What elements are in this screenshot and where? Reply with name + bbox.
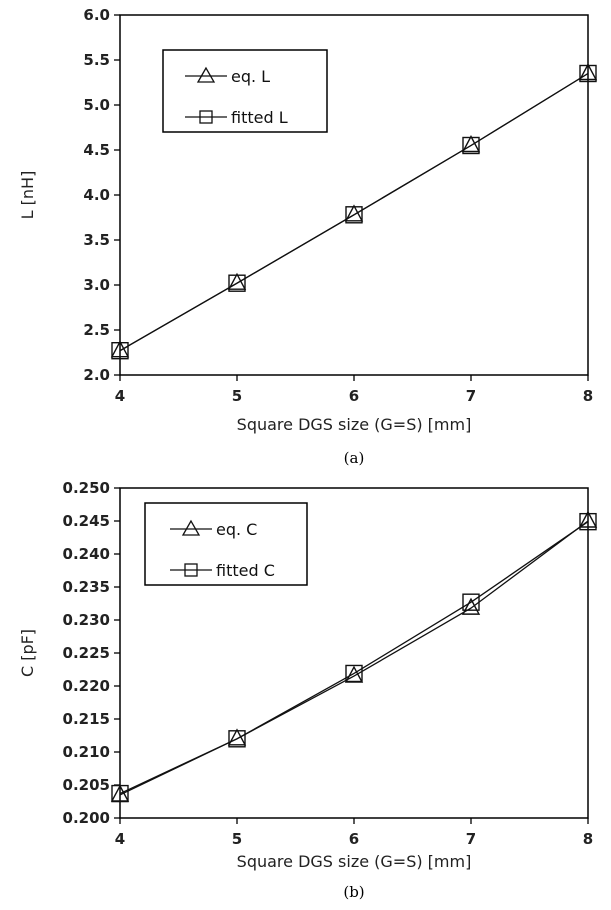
chart-b-legend-triangle-marker xyxy=(181,519,201,536)
chart-b-x-ticks: 4 5 6 7 8 xyxy=(115,818,593,848)
chart-b-triangle-marker xyxy=(461,597,481,615)
chart-a-square-marker xyxy=(111,342,129,360)
chart-a-x-tick-label: 8 xyxy=(583,387,593,405)
chart-a-legend-triangle-marker xyxy=(196,66,216,83)
chart-b-y-tick-label: 0.210 xyxy=(63,743,110,761)
chart-b-legend-square-marker xyxy=(184,563,198,577)
chart-b-legend-label-eq: eq. C xyxy=(216,520,257,539)
chart-b-legend-box xyxy=(144,502,308,586)
chart-a-series xyxy=(110,63,598,360)
chart-b-x-axis-label: Square DGS size (G=S) [mm] xyxy=(237,852,472,871)
chart-a-x-tick-label: 4 xyxy=(115,387,125,405)
chart-a-square-marker xyxy=(462,136,480,155)
chart-b-square-marker xyxy=(228,730,246,748)
chart-a-y-tick-label: 4.5 xyxy=(83,141,110,159)
chart-b: 0.200 0.205 0.210 0.215 0.220 0.225 0.230 0.235… xyxy=(18,479,598,901)
chart-b-y-tick-label: 0.205 xyxy=(63,776,110,794)
chart-b-x-tick-label: 7 xyxy=(466,830,476,848)
chart-a-y-tick-label: 5.0 xyxy=(83,96,110,114)
chart-b-series xyxy=(110,510,598,803)
chart-b-caption: (b) xyxy=(343,883,364,901)
chart-b-y-tick-label: 0.250 xyxy=(63,479,110,497)
chart-a-legend-label-fitted: fitted L xyxy=(231,108,288,127)
chart-b-triangle-marker xyxy=(578,510,598,528)
chart-a-series-line-square xyxy=(119,72,589,352)
chart-a-x-tick-label: 5 xyxy=(232,387,242,405)
chart-b-x-tick-label: 6 xyxy=(349,830,359,848)
chart-a-square-marker xyxy=(579,64,597,83)
chart-a-triangle-marker xyxy=(578,63,598,81)
chart-b-square-marker xyxy=(345,664,363,683)
chart-b-y-axis-label: C [pF] xyxy=(18,629,37,677)
chart-a-y-tick-label: 2.0 xyxy=(83,366,110,384)
chart-a-y-tick-label: 2.5 xyxy=(83,321,110,339)
chart-b-y-tick-label: 0.225 xyxy=(63,644,110,662)
chart-a-y-tick-label: 3.0 xyxy=(83,276,110,294)
chart-b-x-tick-label: 4 xyxy=(115,830,125,848)
chart-a-y-axis-label: L [nH] xyxy=(18,171,37,220)
chart-b-series-line-square xyxy=(119,521,589,795)
chart-a-y-tick-label: 3.5 xyxy=(83,231,110,249)
chart-a-x-tick-label: 7 xyxy=(466,387,476,405)
chart-b-y-tick-label: 0.235 xyxy=(63,578,110,596)
chart-b-y-tick-label: 0.230 xyxy=(63,611,110,629)
chart-b-x-tick-label: 5 xyxy=(232,830,242,848)
chart-a-caption: (a) xyxy=(344,449,365,467)
chart-a: 2.0 2.5 3.0 3.5 4.0 4.5 5.0 5.5 6.0 4 5 6 7 8 L [nH]… xyxy=(18,6,598,467)
chart-b-legend: eq. C fitted C xyxy=(144,502,308,586)
chart-a-triangle-marker xyxy=(227,272,247,290)
chart-a-y-tick-label: 6.0 xyxy=(83,6,110,24)
chart-b-y-tick-label: 0.215 xyxy=(63,710,110,728)
chart-a-triangle-marker xyxy=(344,204,364,222)
chart-b-square-marker xyxy=(579,512,597,531)
chart-a-legend-square-marker xyxy=(199,110,213,124)
chart-a-legend-box xyxy=(162,49,328,133)
chart-b-x-tick-label: 8 xyxy=(583,830,593,848)
chart-b-square-marker xyxy=(462,593,480,611)
chart-a-y-tick-label: 4.0 xyxy=(83,186,110,204)
chart-b-y-tick-label: 0.220 xyxy=(63,677,110,695)
chart-b-y-tick-label: 0.245 xyxy=(63,512,110,530)
chart-b-triangle-marker xyxy=(227,728,247,746)
chart-a-square-marker xyxy=(228,274,246,292)
chart-b-y-ticks: 0.200 0.205 0.210 0.215 0.220 0.225 0.230 0.235… xyxy=(63,479,120,827)
chart-a-y-ticks: 2.0 2.5 3.0 3.5 4.0 4.5 5.0 5.5 6.0 xyxy=(83,6,120,384)
chart-a-x-tick-label: 6 xyxy=(349,387,359,405)
chart-a-y-tick-label: 5.5 xyxy=(83,51,110,69)
chart-a-triangle-marker xyxy=(110,340,130,358)
chart-a-square-marker xyxy=(345,206,363,224)
chart-a-x-axis-label: Square DGS size (G=S) [mm] xyxy=(237,415,472,434)
chart-b-y-tick-label: 0.200 xyxy=(63,809,110,827)
chart-a-triangle-marker xyxy=(461,135,481,153)
chart-a-x-ticks: 4 5 6 7 8 xyxy=(115,375,593,405)
chart-b-square-marker xyxy=(111,784,129,803)
chart-b-y-tick-label: 0.240 xyxy=(63,545,110,563)
chart-b-legend-label-fitted: fitted C xyxy=(216,561,275,580)
chart-a-legend: eq. L fitted L xyxy=(162,49,328,133)
chart-a-legend-label-eq: eq. L xyxy=(231,67,270,86)
